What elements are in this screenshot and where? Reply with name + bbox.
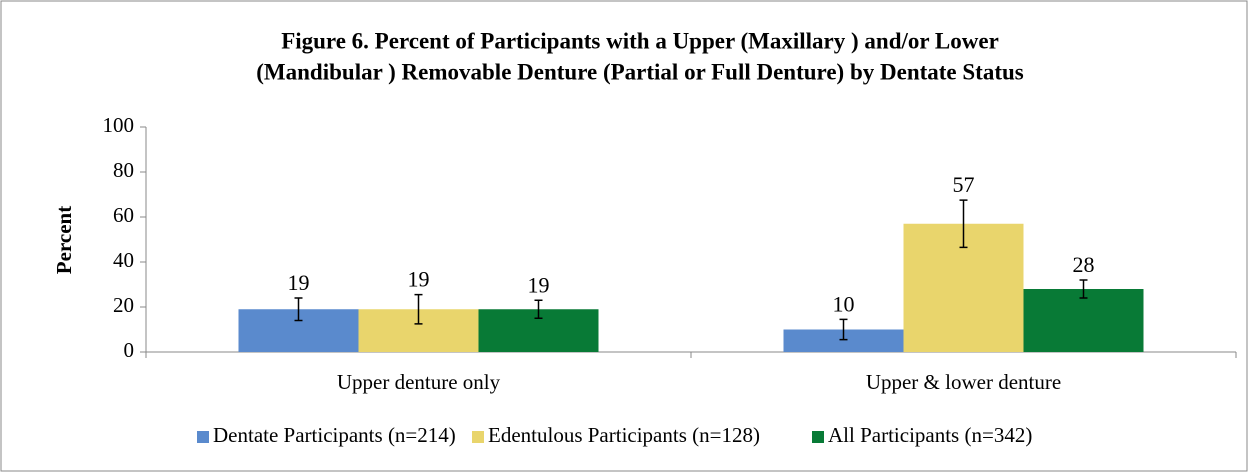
y-tick-label: 60 — [113, 203, 134, 227]
error-bar — [534, 299, 543, 319]
error-bar — [294, 297, 303, 322]
y-tick-label: 80 — [113, 158, 134, 182]
legend-swatch — [812, 431, 824, 443]
bar — [783, 329, 904, 352]
legend-swatch — [197, 431, 209, 443]
bar — [1023, 289, 1144, 352]
legend-label: Edentulous Participants (n=128) — [488, 423, 760, 447]
legend-label: All Participants (n=342) — [828, 423, 1032, 447]
data-label: 28 — [1073, 252, 1095, 277]
error-bar — [414, 293, 423, 325]
x-tick-label: Upper denture only — [337, 370, 501, 394]
y-axis-label: Percent — [52, 206, 76, 274]
chart-title: (Mandibular ) Removable Denture (Partial… — [256, 59, 1024, 84]
chart-title: Figure 6. Percent of Participants with a… — [281, 28, 999, 53]
y-tick-label: 0 — [124, 338, 135, 362]
error-bar — [1079, 279, 1088, 299]
error-bar — [959, 199, 968, 249]
data-label: 19 — [528, 272, 550, 297]
legend-swatch — [472, 431, 484, 443]
data-label: 19 — [288, 270, 310, 295]
error-bar — [839, 318, 848, 341]
data-label: 19 — [408, 267, 430, 292]
y-tick-label: 100 — [103, 113, 135, 137]
data-label: 57 — [953, 172, 975, 197]
legend-label: Dentate Participants (n=214) — [213, 423, 456, 447]
y-tick-label: 40 — [113, 248, 134, 272]
x-tick-label: Upper & lower denture — [866, 370, 1061, 394]
y-tick-label: 20 — [113, 293, 134, 317]
data-label: 10 — [833, 291, 855, 316]
